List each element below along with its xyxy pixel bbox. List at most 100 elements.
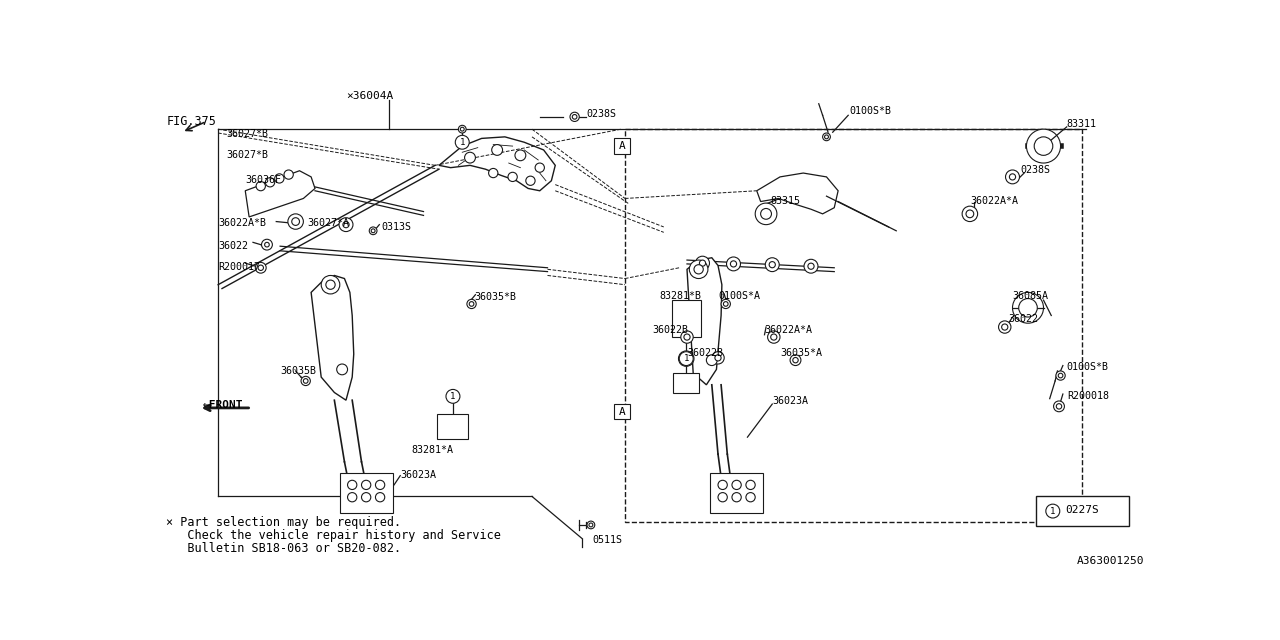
Bar	[614, 404, 630, 419]
Text: R200018: R200018	[1066, 391, 1108, 401]
Circle shape	[288, 214, 303, 229]
Circle shape	[695, 256, 709, 270]
Circle shape	[1059, 373, 1062, 378]
Circle shape	[445, 389, 460, 403]
Circle shape	[680, 352, 694, 365]
Circle shape	[1019, 298, 1037, 317]
Text: 36022A*A: 36022A*A	[970, 196, 1018, 206]
Circle shape	[508, 172, 517, 182]
Circle shape	[492, 145, 503, 156]
Circle shape	[371, 229, 375, 233]
Circle shape	[535, 163, 544, 172]
Text: 0100S*A: 0100S*A	[718, 291, 760, 301]
Circle shape	[259, 265, 264, 271]
Circle shape	[292, 218, 300, 225]
Text: 36022B: 36022B	[652, 324, 689, 335]
Text: 36036F: 36036F	[246, 175, 282, 186]
Circle shape	[572, 115, 577, 119]
Circle shape	[461, 127, 465, 131]
Circle shape	[712, 352, 724, 364]
Circle shape	[303, 379, 308, 383]
Circle shape	[467, 300, 476, 308]
Circle shape	[348, 480, 357, 490]
Circle shape	[369, 227, 378, 235]
Text: 36027*B: 36027*B	[225, 150, 268, 160]
Circle shape	[824, 135, 828, 139]
Text: 36022: 36022	[1009, 314, 1038, 324]
Text: 36035*B: 36035*B	[474, 292, 516, 302]
Circle shape	[470, 301, 474, 307]
Circle shape	[746, 493, 755, 502]
Circle shape	[732, 493, 741, 502]
Circle shape	[755, 203, 777, 225]
Circle shape	[375, 493, 385, 502]
Circle shape	[769, 262, 776, 268]
Bar	[673, 373, 699, 393]
Bar	[672, 300, 701, 337]
Circle shape	[570, 112, 580, 122]
Circle shape	[998, 321, 1011, 333]
Text: FIG.375: FIG.375	[166, 115, 216, 128]
Text: 83281*B: 83281*B	[660, 291, 701, 301]
Bar	[710, 474, 763, 513]
Circle shape	[1056, 404, 1061, 409]
Circle shape	[465, 152, 475, 163]
Circle shape	[1046, 504, 1060, 518]
Text: 36022A*A: 36022A*A	[764, 324, 813, 335]
Circle shape	[301, 376, 310, 385]
Bar	[625, 129, 1083, 522]
Text: Check the vehicle repair history and Service: Check the vehicle repair history and Ser…	[166, 529, 500, 542]
Circle shape	[265, 178, 275, 187]
Circle shape	[337, 364, 348, 375]
Circle shape	[1056, 371, 1065, 380]
Circle shape	[1027, 129, 1061, 163]
Text: 36085A: 36085A	[1012, 291, 1048, 301]
Circle shape	[588, 521, 595, 529]
Circle shape	[348, 493, 357, 502]
Text: 83315: 83315	[771, 196, 801, 206]
Text: ×36004A: ×36004A	[346, 91, 393, 100]
Circle shape	[321, 275, 339, 294]
Text: 83281*A: 83281*A	[412, 445, 454, 455]
Circle shape	[1012, 292, 1043, 323]
Text: 1: 1	[1050, 507, 1056, 516]
Circle shape	[746, 480, 755, 490]
Circle shape	[265, 243, 269, 247]
Circle shape	[765, 258, 780, 271]
Bar	[614, 138, 630, 154]
Bar	[339, 474, 393, 513]
Circle shape	[343, 221, 349, 228]
Circle shape	[1002, 324, 1007, 330]
Text: 36022A*B: 36022A*B	[218, 218, 266, 228]
Text: 36035*A: 36035*A	[780, 348, 822, 358]
Text: A: A	[618, 141, 625, 151]
Circle shape	[718, 493, 727, 502]
Polygon shape	[756, 173, 838, 214]
Text: 0238S: 0238S	[586, 109, 616, 119]
Text: 1: 1	[451, 392, 456, 401]
Circle shape	[1053, 401, 1065, 412]
Circle shape	[718, 480, 727, 490]
Circle shape	[326, 280, 335, 289]
Text: R200017: R200017	[218, 262, 260, 271]
Circle shape	[790, 355, 801, 365]
Circle shape	[526, 176, 535, 186]
Text: 83311: 83311	[1066, 119, 1097, 129]
Circle shape	[808, 263, 814, 269]
Circle shape	[694, 265, 703, 274]
Circle shape	[731, 261, 736, 267]
Text: 36023A: 36023A	[401, 470, 436, 479]
Polygon shape	[311, 275, 353, 400]
Circle shape	[804, 259, 818, 273]
Text: 36027*A: 36027*A	[307, 218, 349, 228]
Text: 0511S: 0511S	[593, 535, 622, 545]
Circle shape	[723, 301, 728, 307]
Circle shape	[678, 351, 694, 366]
Circle shape	[963, 206, 978, 221]
Circle shape	[792, 358, 799, 363]
Circle shape	[966, 210, 974, 218]
Text: 36022B: 36022B	[687, 348, 723, 358]
Circle shape	[361, 493, 371, 502]
Circle shape	[771, 334, 777, 340]
Text: 36023A: 36023A	[772, 396, 808, 406]
